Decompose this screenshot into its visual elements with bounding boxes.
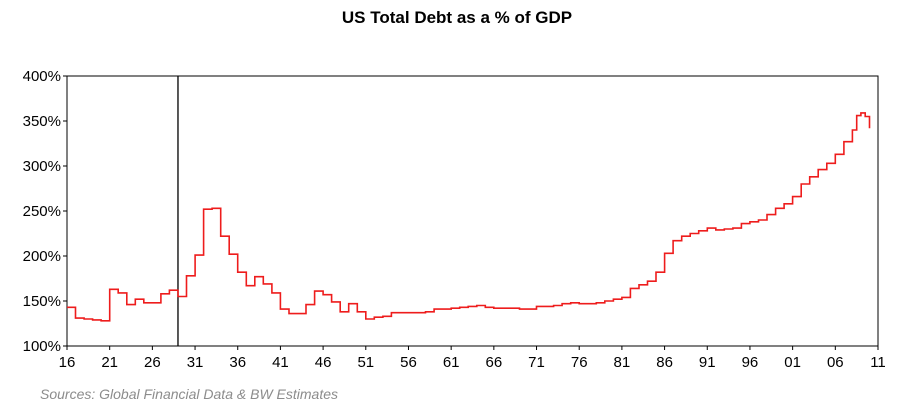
x-tick-label: 81	[614, 354, 631, 371]
y-tick-label: 300%	[23, 158, 61, 175]
x-tick-label: 46	[315, 354, 332, 371]
x-tick-label: 51	[357, 354, 374, 371]
series-group	[67, 112, 871, 322]
x-tick-label: 61	[443, 354, 460, 371]
x-tick-label: 71	[528, 354, 545, 371]
y-tick-label: 350%	[23, 113, 61, 130]
x-tick-label: 41	[272, 354, 289, 371]
x-tick-label: 96	[742, 354, 759, 371]
x-tick-label: 26	[144, 354, 161, 371]
x-tick-label: 01	[784, 354, 801, 371]
axes: 100% 150% 200% 250% 300% 350% 400% 16 21 26 31 36 41…	[23, 68, 886, 371]
y-tick-label: 400%	[23, 68, 61, 85]
y-tick-label: 150%	[23, 293, 61, 310]
x-tick-label: 31	[187, 354, 204, 371]
x-tick-label: 91	[699, 354, 716, 371]
x-tick-label: 11	[870, 354, 886, 371]
x-tick-label: 16	[59, 354, 76, 371]
plot-frame	[66, 75, 879, 347]
y-tick-label: 200%	[23, 248, 61, 265]
x-tick-label: 36	[229, 354, 246, 371]
y-tick-label: 100%	[23, 338, 61, 355]
x-tick-label: 76	[571, 354, 588, 371]
source-note: Sources: Global Financial Data & BW Esti…	[40, 386, 339, 402]
x-tick-label: 56	[400, 354, 417, 371]
x-tick-label: 86	[656, 354, 673, 371]
y-tick-label: 250%	[23, 203, 61, 220]
x-tick-label: 06	[827, 354, 844, 371]
chart-title: US Total Debt as a % of GDP	[341, 8, 573, 27]
x-tick-label: 66	[485, 354, 502, 371]
x-tick-label: 21	[101, 354, 118, 371]
series-line	[67, 112, 871, 322]
